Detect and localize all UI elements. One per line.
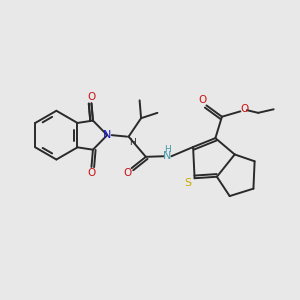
Text: H: H [164, 145, 171, 154]
Text: N: N [163, 151, 171, 161]
Text: S: S [184, 178, 192, 188]
Text: O: O [241, 104, 249, 114]
Text: O: O [123, 169, 131, 178]
Text: O: O [199, 95, 207, 105]
Text: H: H [129, 138, 136, 147]
Text: O: O [87, 168, 96, 178]
Text: O: O [87, 92, 96, 102]
Text: N: N [103, 130, 111, 140]
